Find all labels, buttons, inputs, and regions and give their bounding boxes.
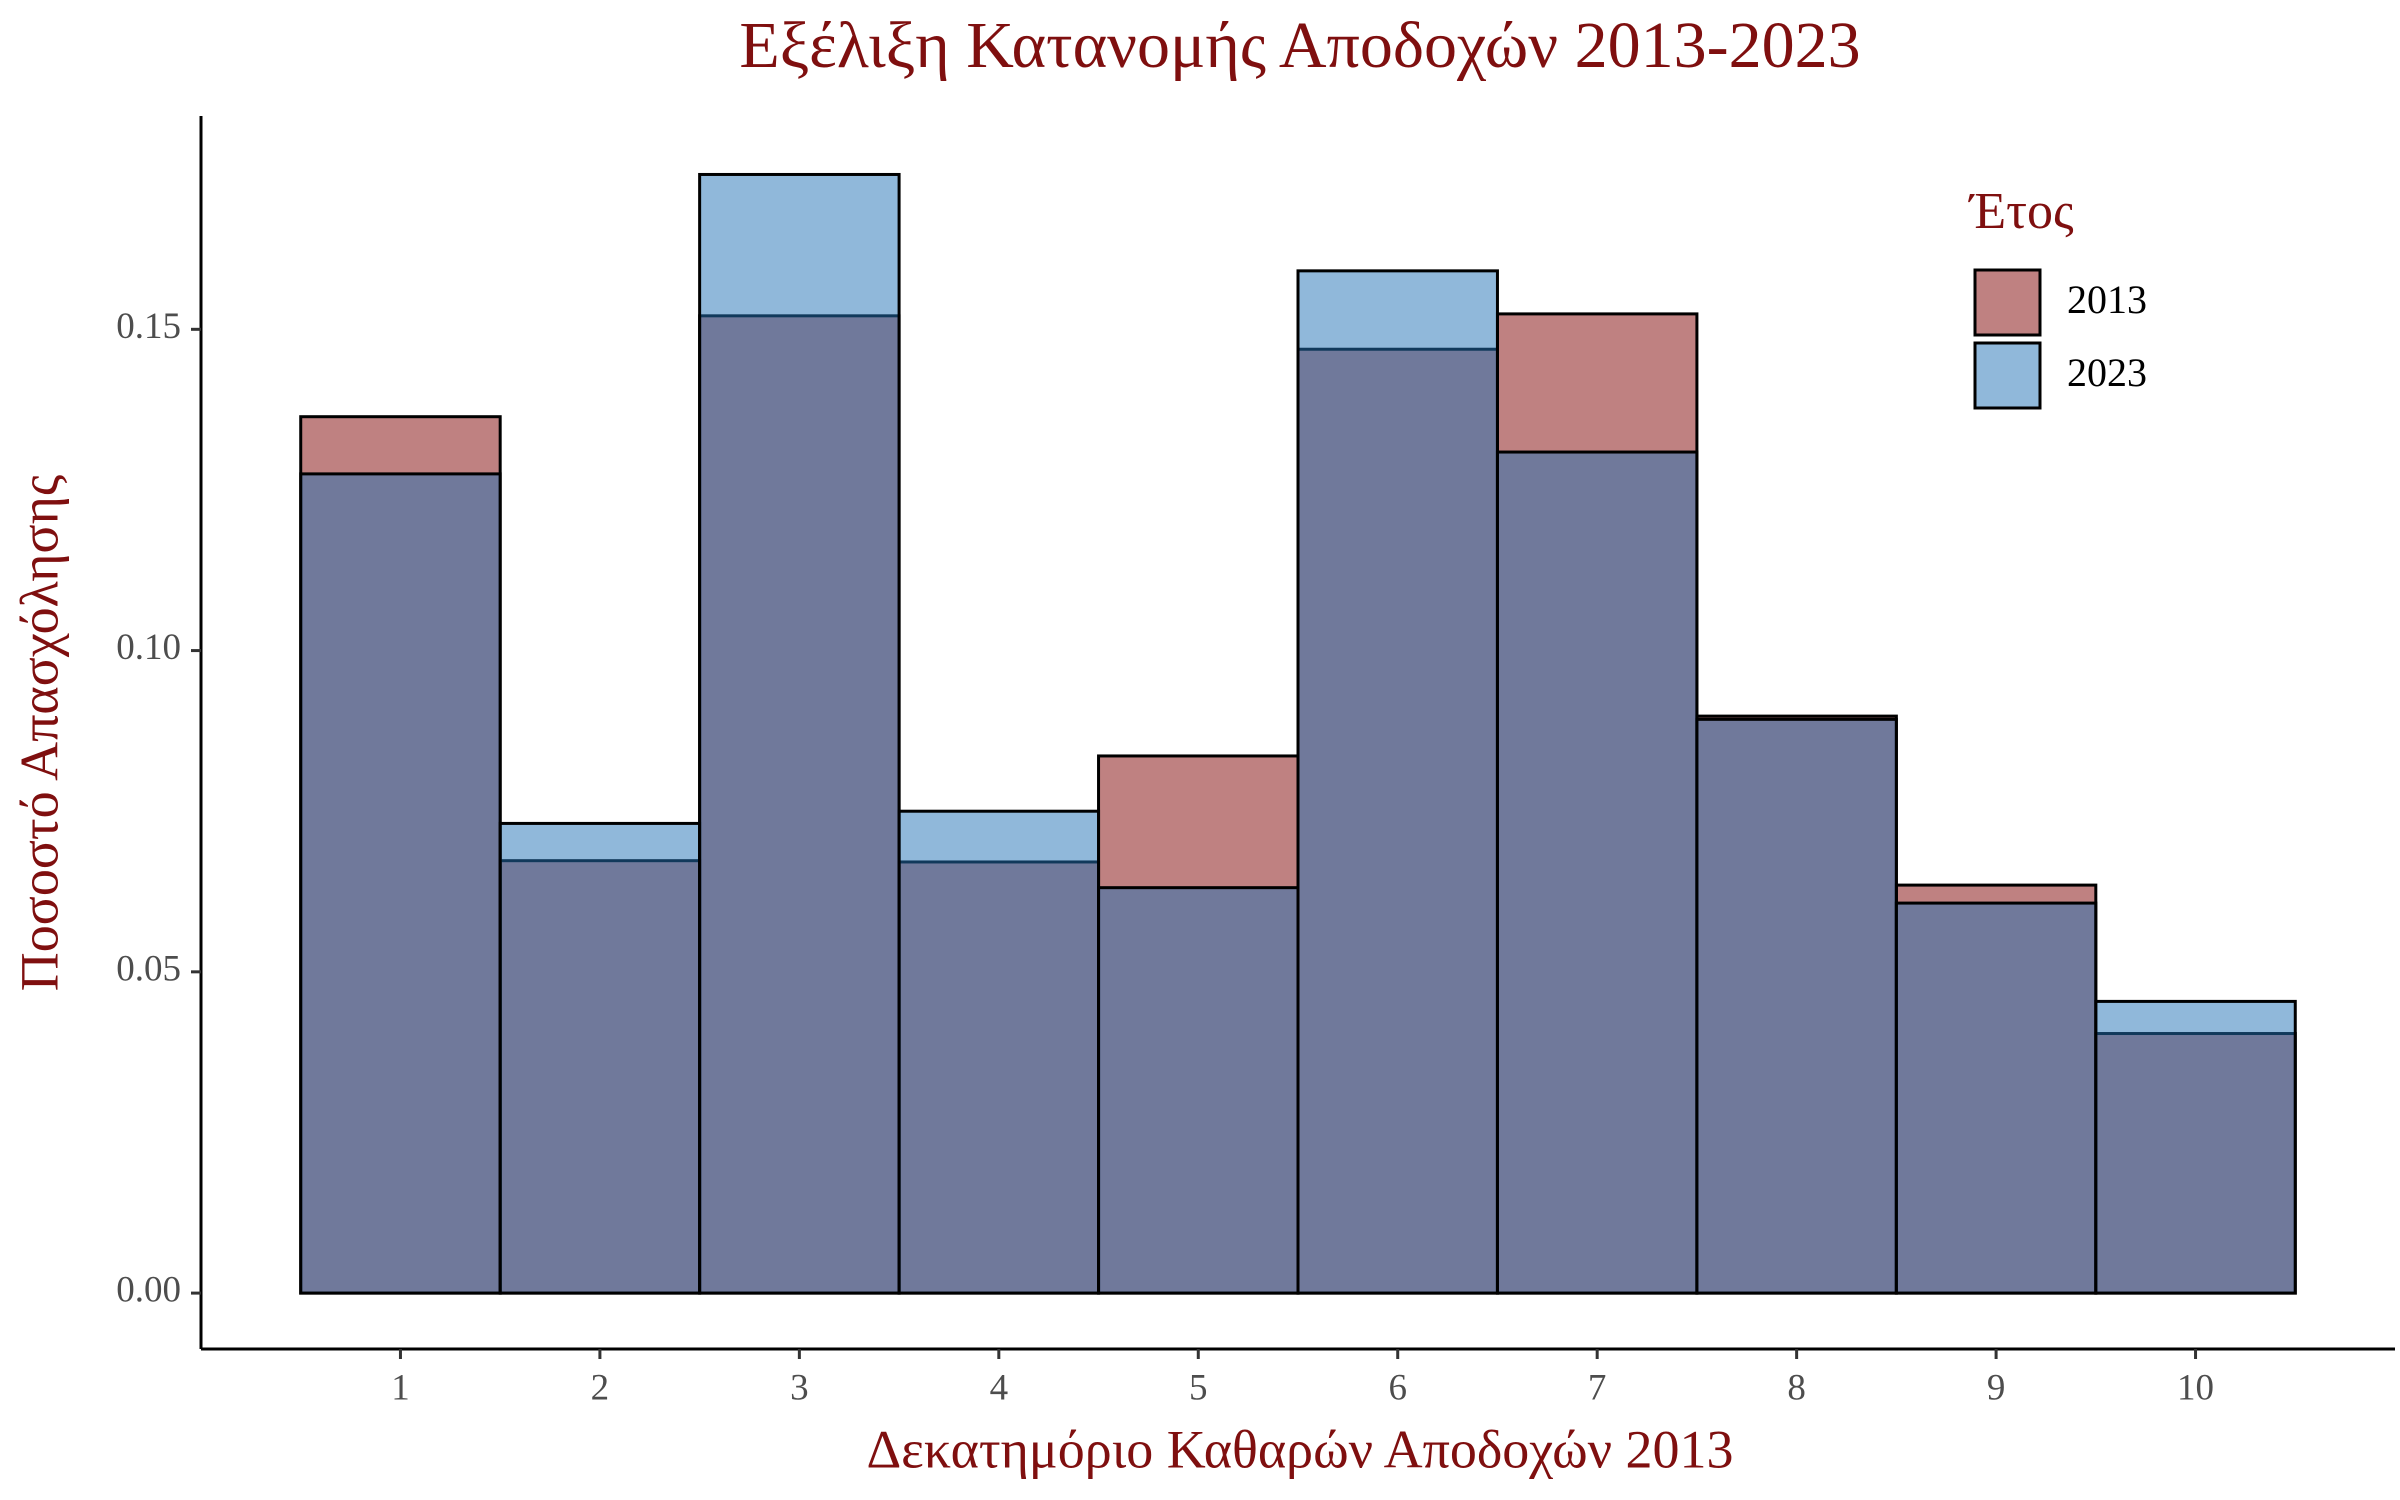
legend-label: 2023 xyxy=(2067,350,2147,395)
x-tick-label: 8 xyxy=(1787,1367,1806,1408)
x-tick-label: 7 xyxy=(1588,1367,1607,1408)
legend-key xyxy=(1973,341,2042,410)
x-tick-label: 10 xyxy=(2177,1367,2214,1408)
bar xyxy=(1695,717,1898,1295)
bar xyxy=(1894,901,2098,1295)
bar xyxy=(897,809,1101,1295)
legend-key xyxy=(1973,268,2042,337)
bar xyxy=(1495,450,1699,1295)
chart-title: Εξέλιξη Κατανομής Αποδοχών 2013-2023 xyxy=(739,9,1860,82)
bar xyxy=(299,472,502,1295)
legend-title: Έτος xyxy=(1968,183,2074,240)
bar xyxy=(1097,886,1300,1295)
bar xyxy=(698,172,901,1295)
x-tick-label: 1 xyxy=(391,1367,410,1408)
y-axis-label: Ποσοστό Απασχόλησης xyxy=(9,475,69,992)
y-tick-label: 0.00 xyxy=(116,1270,181,1311)
y-tick-label: 0.05 xyxy=(116,948,181,989)
x-tick-label: 3 xyxy=(790,1367,809,1408)
x-tick-label: 2 xyxy=(591,1367,610,1408)
bar xyxy=(1296,269,1499,1295)
x-tick-label: 4 xyxy=(990,1367,1009,1408)
bar xyxy=(2094,999,2297,1295)
x-tick-label: 6 xyxy=(1388,1367,1407,1408)
x-tick-label: 9 xyxy=(1987,1367,2006,1408)
x-axis-label: Δεκατημόριο Καθαρών Αποδοχών 2013 xyxy=(866,1419,1733,1479)
bar xyxy=(498,821,702,1295)
legend-label: 2013 xyxy=(2067,277,2147,322)
y-tick-label: 0.15 xyxy=(116,306,181,347)
x-tick-label: 5 xyxy=(1189,1367,1208,1408)
y-tick-label: 0.10 xyxy=(116,627,181,668)
